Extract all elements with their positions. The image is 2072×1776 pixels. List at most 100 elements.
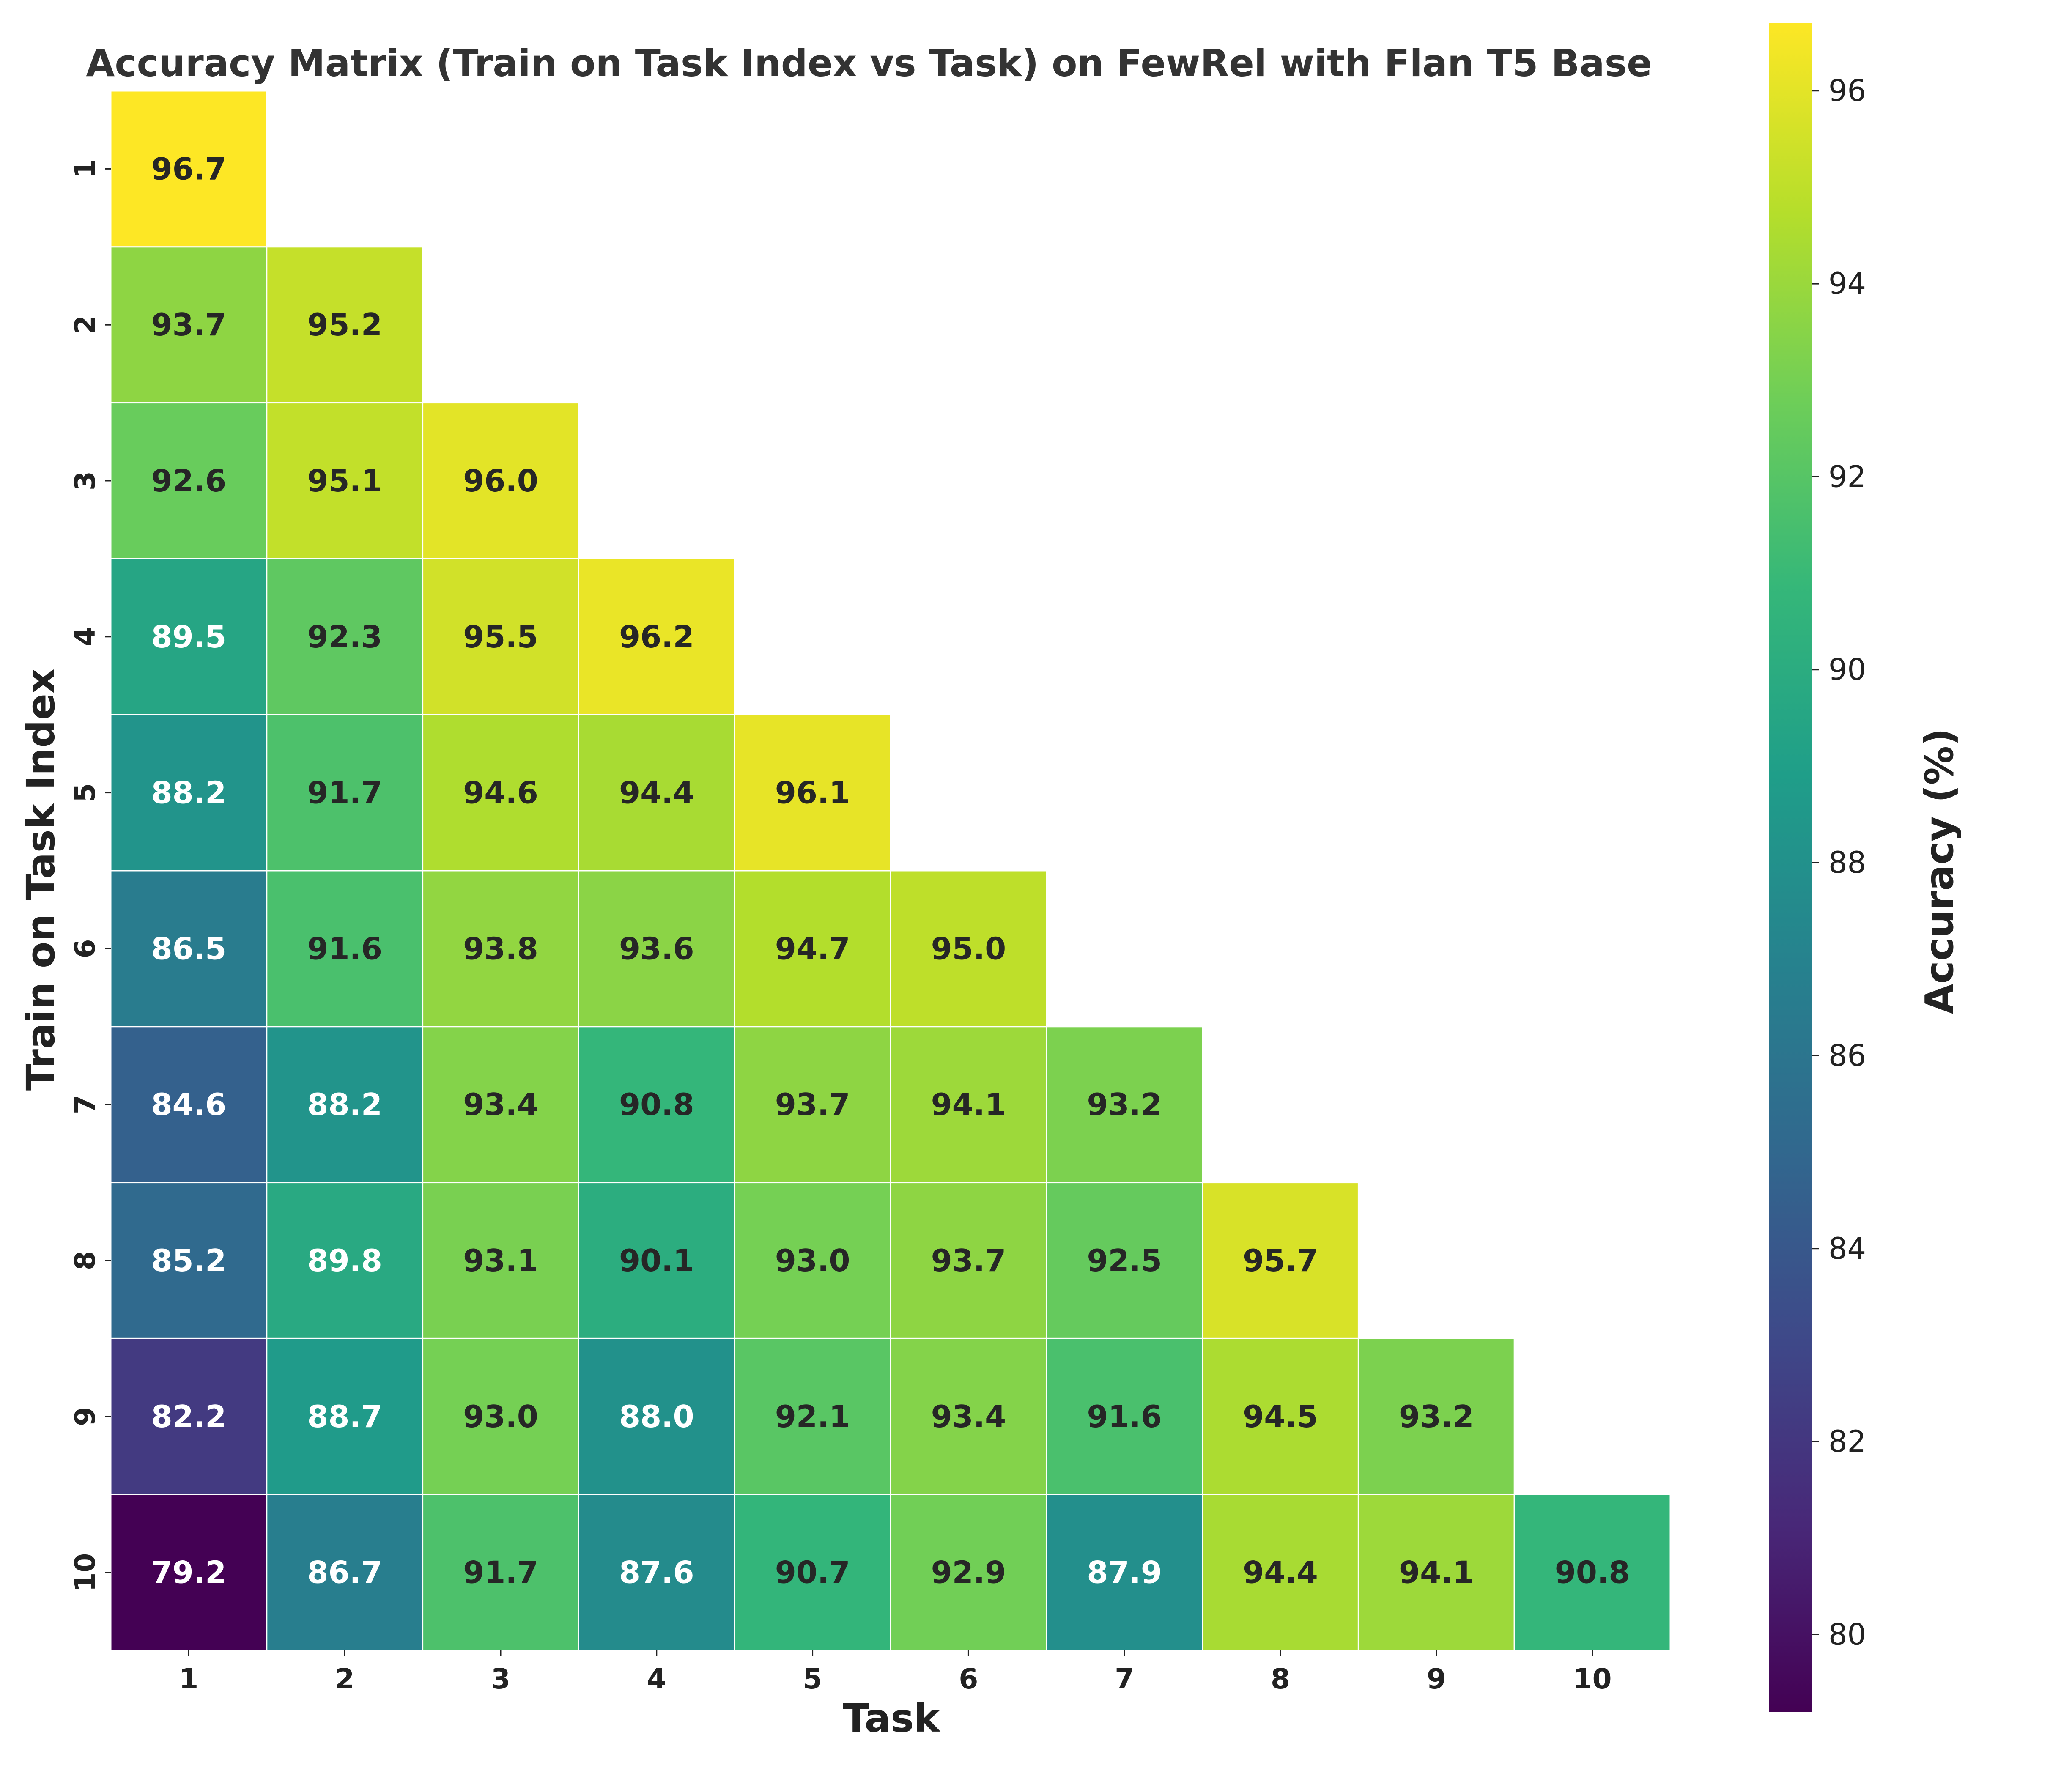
- cell-value-label: 93.8: [463, 931, 538, 966]
- y-tick-label: 3: [69, 471, 101, 491]
- colorbar-tick-label: 94: [1828, 266, 1866, 301]
- y-tick-label: 6: [69, 939, 101, 958]
- y-tick-label: 1: [69, 159, 101, 178]
- heatmap-cell: [110, 1494, 268, 1651]
- y-axis-ticks: 1 2 3 4 5 6 7 8 9 10: [69, 159, 111, 1592]
- colorbar-tick-label: 82: [1828, 1424, 1866, 1459]
- cell-value-label: 86.5: [151, 931, 227, 966]
- x-tick-label: 4: [647, 1663, 666, 1695]
- heatmap-cell: [734, 714, 891, 872]
- cell-value-label: 94.1: [1399, 1555, 1474, 1590]
- cell-value-label: 86.7: [307, 1555, 382, 1590]
- cell-value-label: 94.5: [1243, 1399, 1318, 1434]
- heatmap-cell: [578, 1026, 735, 1184]
- x-tick-label: 5: [803, 1663, 822, 1695]
- cell-value-label: 96.0: [463, 463, 538, 499]
- cell-value-label: 92.9: [931, 1555, 1006, 1590]
- x-axis-label: Task: [843, 1696, 941, 1741]
- cell-value-label: 88.0: [619, 1399, 694, 1434]
- heatmap-cell: [578, 1494, 735, 1651]
- cell-value-label: 79.2: [151, 1555, 227, 1590]
- y-tick-label: 9: [69, 1407, 101, 1426]
- heatmap-cell: [578, 1337, 735, 1495]
- heatmap-cell: [890, 1026, 1047, 1184]
- cell-value-label: 91.7: [307, 775, 382, 811]
- cell-value-label: 94.4: [619, 775, 694, 811]
- colorbar-label: Accuracy (%): [1917, 728, 1962, 1014]
- cell-value-label: 90.7: [775, 1555, 850, 1590]
- heatmap-cell: [1357, 1337, 1515, 1495]
- x-tick-label: 7: [1115, 1663, 1134, 1695]
- cell-value-label: 88.2: [307, 1087, 382, 1122]
- cell-value-label: 92.6: [151, 463, 227, 499]
- y-tick-label: 5: [69, 783, 101, 803]
- x-tick-label: 3: [491, 1663, 510, 1695]
- heatmap-cell: [734, 870, 891, 1028]
- heatmap-cell: [422, 402, 579, 559]
- heatmap-cell: [266, 558, 424, 715]
- cell-value-label: 93.0: [775, 1243, 850, 1278]
- colorbar: [1769, 23, 1812, 1712]
- cell-value-label: 87.6: [619, 1555, 694, 1590]
- cell-value-label: 89.8: [307, 1243, 382, 1278]
- cell-value-label: 95.5: [463, 619, 538, 655]
- colorbar-tick-label: 88: [1828, 845, 1866, 880]
- y-tick-label: 10: [69, 1553, 101, 1592]
- colorbar-tick-label: 80: [1828, 1617, 1866, 1652]
- cell-value-label: 88.7: [307, 1399, 382, 1434]
- cell-value-label: 91.7: [463, 1555, 538, 1590]
- heatmap-cell: [1202, 1494, 1359, 1651]
- cell-value-label: 93.7: [151, 307, 227, 343]
- y-tick-label: 2: [69, 315, 101, 334]
- cell-value-label: 87.9: [1087, 1555, 1162, 1590]
- heatmap-cell: [1046, 1337, 1203, 1495]
- y-tick-label: 4: [69, 627, 101, 647]
- heatmap-cell: [422, 1494, 579, 1651]
- cell-value-label: 89.5: [151, 619, 227, 655]
- heatmap-cell: [266, 246, 424, 404]
- cell-value-label: 88.2: [151, 775, 227, 811]
- heatmap-cell: [266, 714, 424, 872]
- heatmap-cell: [266, 1494, 424, 1651]
- colorbar-ticks: 80 82 84 86 88 90 92 94 96: [1812, 74, 1866, 1652]
- cell-value-label: 92.5: [1087, 1243, 1162, 1278]
- cell-value-label: 93.7: [931, 1243, 1006, 1278]
- heatmap-cell: [1046, 1026, 1203, 1184]
- heatmap-cell: [110, 246, 268, 404]
- x-tick-label: 9: [1427, 1663, 1446, 1695]
- heatmap-cell: [890, 1337, 1047, 1495]
- cell-value-label: 95.2: [307, 307, 382, 343]
- cell-value-label: 93.0: [463, 1399, 538, 1434]
- heatmap-cell: [110, 1337, 268, 1495]
- cell-value-label: 93.4: [463, 1087, 538, 1122]
- heatmap-cell: [1357, 1494, 1515, 1651]
- chart-title: Accuracy Matrix (Train on Task Index vs …: [86, 41, 1652, 85]
- heatmap-cells: 96.7 93.7 95.2 92.6 95.1 96.0 89.5 92.3 95.5 96.2…: [110, 90, 1671, 1651]
- cell-value-label: 95.0: [931, 931, 1006, 966]
- x-tick-label: 2: [335, 1663, 354, 1695]
- cell-value-label: 93.4: [931, 1399, 1006, 1434]
- cell-value-label: 95.7: [1243, 1243, 1318, 1278]
- cell-value-label: 93.1: [463, 1243, 538, 1278]
- heatmap-cell: [422, 714, 579, 872]
- cell-value-label: 94.6: [463, 775, 538, 811]
- heatmap-cell: [110, 90, 268, 248]
- heatmap-cell: [266, 402, 424, 559]
- heatmap-cell: [422, 870, 579, 1028]
- heatmap-cell: [266, 1026, 424, 1184]
- x-tick-label: 1: [179, 1663, 198, 1695]
- heatmap-cell: [578, 714, 735, 872]
- heatmap-cell: [266, 870, 424, 1028]
- cell-value-label: 94.7: [775, 931, 850, 966]
- heatmap-cell: [110, 1182, 268, 1339]
- heatmap-cell: [890, 1494, 1047, 1651]
- y-tick-label: 8: [69, 1251, 101, 1270]
- cell-value-label: 94.1: [931, 1087, 1006, 1122]
- heatmap-cell: [266, 1337, 424, 1495]
- colorbar-tick-label: 96: [1828, 74, 1866, 108]
- y-tick-label: 7: [69, 1095, 101, 1114]
- cell-value-label: 93.7: [775, 1087, 850, 1122]
- cell-value-label: 96.7: [151, 151, 227, 186]
- heatmap-cell: [422, 1337, 579, 1495]
